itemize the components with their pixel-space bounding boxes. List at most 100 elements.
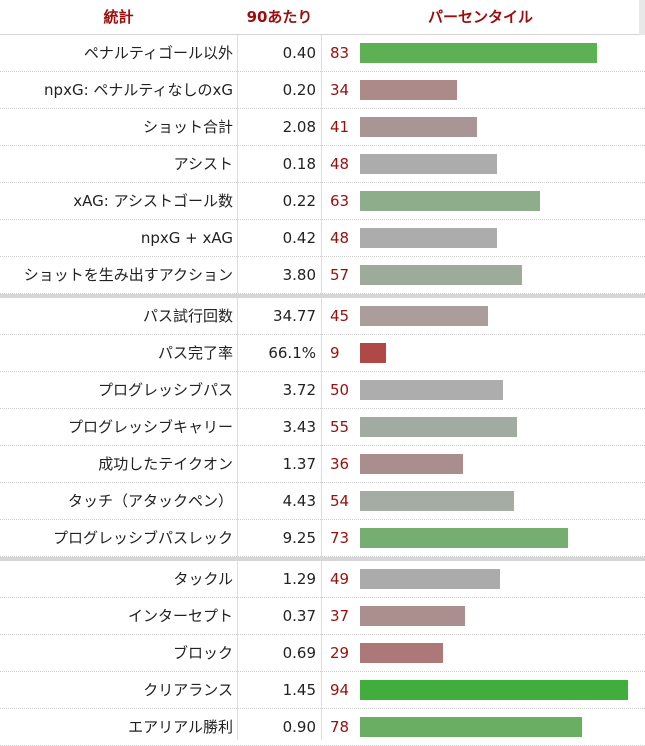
table-header: 統計 90あたり パーセンタイル [0,0,645,35]
per90-value: 0.22 [282,192,316,210]
table-row: アシスト 0.18 48 [0,146,645,183]
percentile-value: 78 [330,718,350,736]
stat-label: xAG: アシストゴール数 [73,192,233,210]
per90-value: 2.08 [282,118,316,136]
stat-label: アシスト [173,155,233,173]
table-row: プログレッシブパス 3.72 50 [0,372,645,409]
stat-label: ブロック [172,644,233,662]
per90-value: 1.29 [282,570,316,588]
percentile-bar [360,569,500,589]
percentile-value: 50 [330,381,350,399]
stat-label: エアリアル勝利 [128,718,233,736]
table-row: タッチ（アタックペン） 4.43 54 [0,483,645,520]
column-divider-per90 [321,0,322,740]
per90-value: 0.40 [282,44,316,62]
stat-label: プログレッシブキャリー [67,418,233,436]
percentile-bar [360,343,386,363]
per90-value: 34.77 [273,307,316,325]
stat-label: パス完了率 [157,344,233,362]
per90-value: 9.25 [282,529,316,547]
percentile-bar [360,228,497,248]
stat-label: ショットを生み出すアクション [23,266,233,284]
per90-value: 3.72 [282,381,316,399]
per90-value: 1.45 [282,681,316,699]
per90-value: 4.43 [282,492,316,510]
percentile-value: 34 [330,81,350,99]
percentile-value: 54 [330,492,350,510]
percentile-bar [360,717,582,737]
per90-value: 0.20 [282,81,316,99]
stat-label: パス試行回数 [142,307,233,325]
stat-label: npxG: ペナルティなしのxG [44,81,233,99]
column-divider-stat [237,0,238,740]
percentile-bar [360,680,628,700]
percentile-bar [360,454,463,474]
percentile-bar [360,191,540,211]
percentile-value: 55 [330,418,350,436]
table-row: パス完了率 66.1% 9 [0,335,645,372]
percentile-value: 57 [330,266,350,284]
stat-label: プログレッシブパス [97,381,233,399]
group-separator [0,294,645,298]
percentile-bar [360,43,597,63]
stat-label: ペナルティゴール以外 [83,44,233,62]
per90-value: 0.69 [282,644,316,662]
percentile-value: 94 [330,681,350,699]
stat-label: ショット合計 [142,118,233,136]
percentile-value: 9 [330,344,340,362]
per90-value: 3.80 [282,266,316,284]
table-row: npxG + xAG 0.42 48 [0,220,645,257]
table-row: ショット合計 2.08 41 [0,109,645,146]
percentile-value: 73 [330,529,350,547]
percentile-bar [360,306,488,326]
percentile-bar [360,154,497,174]
table-row: xAG: アシストゴール数 0.22 63 [0,183,645,220]
table-row: インターセプト 0.37 37 [0,598,645,635]
table-row: ショットを生み出すアクション 3.80 57 [0,257,645,294]
table-row: タックル 1.29 49 [0,561,645,598]
percentile-value: 45 [330,307,350,325]
group-separator [0,557,645,561]
stat-label: タックル [173,570,233,588]
table-row: エアリアル勝利 0.90 78 [0,709,645,746]
stat-label: プログレッシブパスレック [52,529,233,547]
percentile-value: 48 [330,229,350,247]
header-stat: 統計 [103,8,134,26]
percentile-value: 41 [330,118,350,136]
header-scroll-edge [639,0,645,35]
percentile-value: 36 [330,455,350,473]
percentile-value: 37 [330,607,350,625]
header-per90: 90あたり [246,8,313,26]
per90-value: 66.1% [268,344,316,362]
table-row: プログレッシブキャリー 3.43 55 [0,409,645,446]
percentile-bar [360,80,457,100]
table-row: 成功したテイクオン 1.37 36 [0,446,645,483]
table-row: プログレッシブパスレック 9.25 73 [0,520,645,557]
percentile-bar [360,606,465,626]
percentile-value: 49 [330,570,350,588]
percentile-value: 29 [330,644,350,662]
percentile-bar [360,117,477,137]
per90-value: 1.37 [282,455,316,473]
header-percentile: パーセンタイル [427,8,533,26]
percentile-bar [360,528,568,548]
stat-label: クリアランス [143,681,233,699]
percentile-bar [360,643,443,663]
table-row: ペナルティゴール以外 0.40 83 [0,35,645,72]
percentile-value: 63 [330,192,350,210]
stat-label: 成功したテイクオン [98,455,233,473]
percentile-bar [360,491,514,511]
percentile-value: 83 [330,44,350,62]
percentile-bar [360,265,522,285]
per90-value: 0.18 [282,155,316,173]
percentile-bar [360,380,503,400]
per90-value: 0.37 [282,607,316,625]
stat-label: npxG + xAG [140,229,233,247]
table-row: パス試行回数 34.77 45 [0,298,645,335]
stat-label: タッチ（アタックペン） [67,492,233,510]
per90-value: 3.43 [282,418,316,436]
percentile-value: 48 [330,155,350,173]
per90-value: 0.90 [282,718,316,736]
table-row: クリアランス 1.45 94 [0,672,645,709]
